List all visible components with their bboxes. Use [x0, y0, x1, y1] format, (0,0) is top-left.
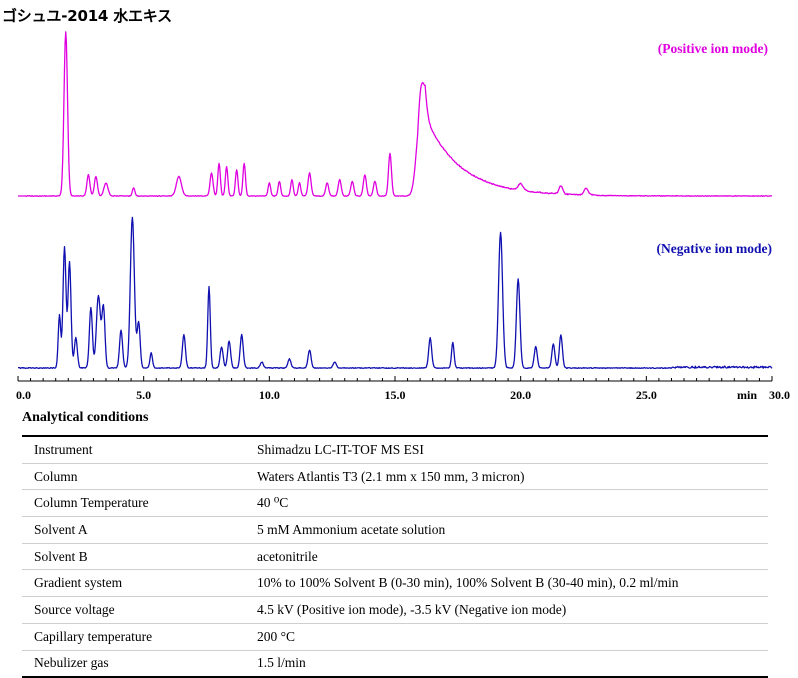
x-axis-ticks: 0.0 5.0 10.0 15.0 20.0 25.0 30.0 — [16, 376, 790, 402]
condition-value: Shimadzu LC-IT-TOF MS ESI — [257, 436, 768, 464]
condition-parameter: Column Temperature — [22, 489, 257, 518]
condition-parameter: Capillary temperature — [22, 623, 257, 651]
x-axis-label: min — [737, 388, 757, 402]
condition-value: 1.5 l/min — [257, 655, 306, 671]
x-tick-label: 25.0 — [636, 388, 657, 402]
condition-value: 40 ⁰C — [257, 489, 768, 518]
conditions-row: Source voltage 4.5 kV (Positive ion mode)… — [22, 596, 768, 624]
conditions-row: Instrument Shimadzu LC-IT-TOF MS ESI — [22, 436, 768, 464]
condition-parameter: Solvent A — [22, 516, 257, 544]
conditions-table: Instrument Shimadzu LC-IT-TOF MS ESI Colum… — [22, 435, 768, 678]
conditions-row: Column Temperature 40 ⁰C — [22, 489, 768, 518]
condition-parameter: Source voltage — [22, 596, 257, 624]
condition-value: acetonitrile — [257, 543, 768, 571]
chromatogram-traces — [17, 31, 773, 370]
x-tick-label: 5.0 — [136, 388, 151, 402]
series-line-negative — [17, 216, 773, 370]
x-tick-label: 15.0 — [385, 388, 406, 402]
condition-parameter: Instrument — [22, 436, 257, 464]
condition-parameter: Gradient system — [22, 569, 257, 598]
page-title: ゴシュユ-2014 水エキス — [2, 7, 172, 25]
conditions-heading: Analytical conditions — [22, 410, 149, 425]
condition-parameter: Solvent B — [22, 543, 257, 571]
condition-value: 5 mM Ammonium acetate solution — [257, 516, 768, 544]
condition-value: 4.5 kV (Positive ion mode), -3.5 kV (Neg… — [257, 596, 768, 624]
chromatogram-chart: 0.0 5.0 10.0 15.0 20.0 25.0 30.0 (Positive ion… — [16, 31, 790, 402]
condition-parameter: Column — [22, 463, 257, 491]
series-line-positive — [17, 31, 773, 197]
conditions-row: Capillary temperature 200 °C — [22, 623, 768, 651]
conditions-row: Gradient system 10% to 100% Solvent B (0-… — [22, 569, 768, 598]
x-tick-label: 10.0 — [259, 388, 280, 402]
condition-value: 10% to 100% Solvent B (0-30 min), 100% S… — [257, 569, 768, 598]
legend-negative: (Negative ion mode) — [657, 241, 772, 256]
x-tick-label: 0.0 — [16, 388, 31, 402]
conditions-row: Column Waters Atlantis T3 (2.1 mm x 150 m… — [22, 463, 768, 491]
legend-positive: (Positive ion mode) — [658, 41, 768, 56]
condition-value: 200 °C — [257, 623, 768, 651]
condition-value: Waters Atlantis T3 (2.1 mm x 150 mm, 3 m… — [257, 463, 768, 491]
conditions-row: Nebulizer gas 1.5 l/min — [22, 650, 768, 677]
x-tick-label: 20.0 — [510, 388, 531, 402]
x-tick-label: 30.0 — [769, 388, 790, 402]
condition-parameter: Nebulizer gas — [34, 655, 109, 671]
